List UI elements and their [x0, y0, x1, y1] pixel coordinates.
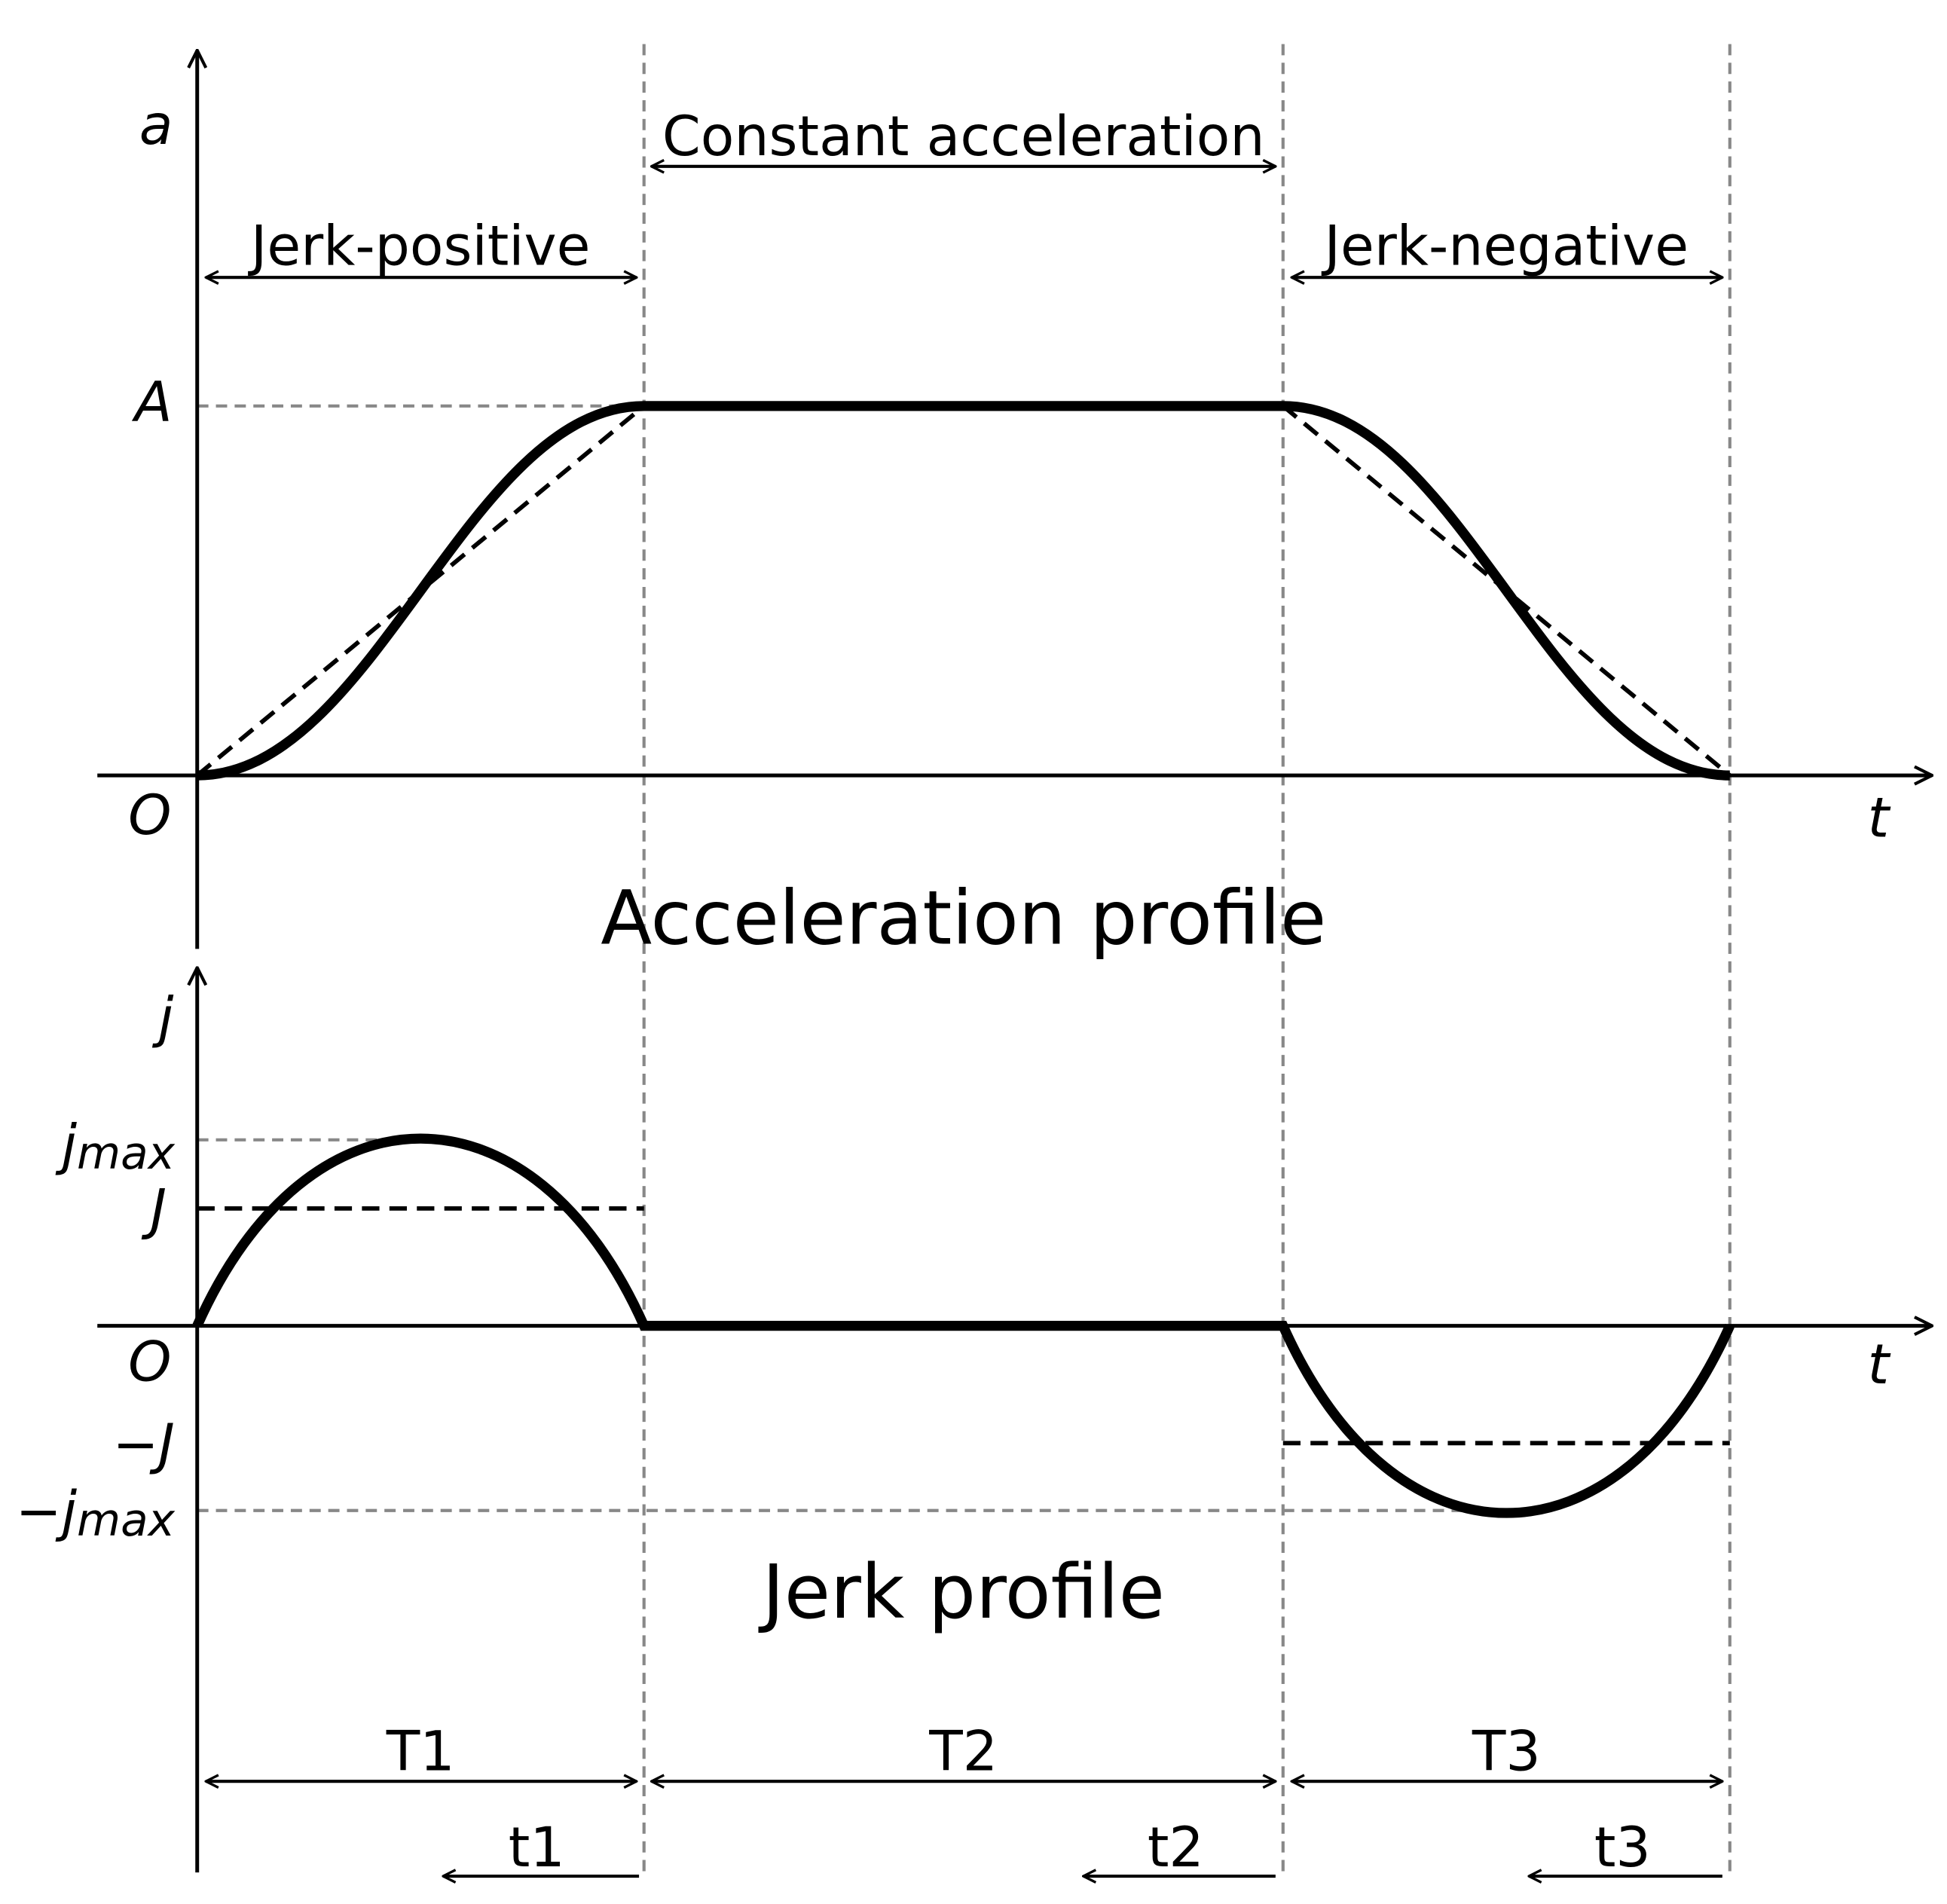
arrows	[206, 167, 1722, 1876]
level-label: J	[142, 1178, 167, 1242]
point-label: t1	[509, 1816, 565, 1880]
point-label: t2	[1148, 1816, 1204, 1880]
phase-label: Constant acceleration	[662, 105, 1265, 169]
level-sub: max	[77, 1128, 176, 1180]
level-label: A	[132, 371, 173, 435]
segment-label: T3	[1472, 1719, 1541, 1783]
point-label: t3	[1594, 1816, 1651, 1880]
level-label: −J	[112, 1413, 175, 1477]
origin-label: O	[128, 784, 171, 848]
y-label: j	[151, 986, 174, 1050]
labels: a Constant acceleration Jerk-positive Je…	[16, 93, 1891, 1880]
level-text: j	[55, 1113, 78, 1177]
curves	[192, 401, 1735, 1518]
level-sub: max	[77, 1495, 176, 1547]
level-label: −jmax	[16, 1480, 176, 1547]
segment-label: T2	[928, 1719, 998, 1783]
phase-label: Jerk-negative	[1322, 215, 1689, 279]
x-label: t	[1868, 1333, 1891, 1397]
title: Acceleration profile	[601, 876, 1326, 962]
segment-label: T1	[386, 1719, 455, 1783]
level-label: jmax	[55, 1113, 176, 1180]
origin-label: O	[128, 1330, 171, 1394]
title: Jerk profile	[758, 1549, 1165, 1636]
y-label: a	[139, 93, 173, 157]
guides	[197, 44, 1732, 1879]
phase-label: Jerk-positive	[248, 215, 591, 279]
x-label: t	[1868, 786, 1891, 850]
level-text: −j	[16, 1480, 78, 1544]
